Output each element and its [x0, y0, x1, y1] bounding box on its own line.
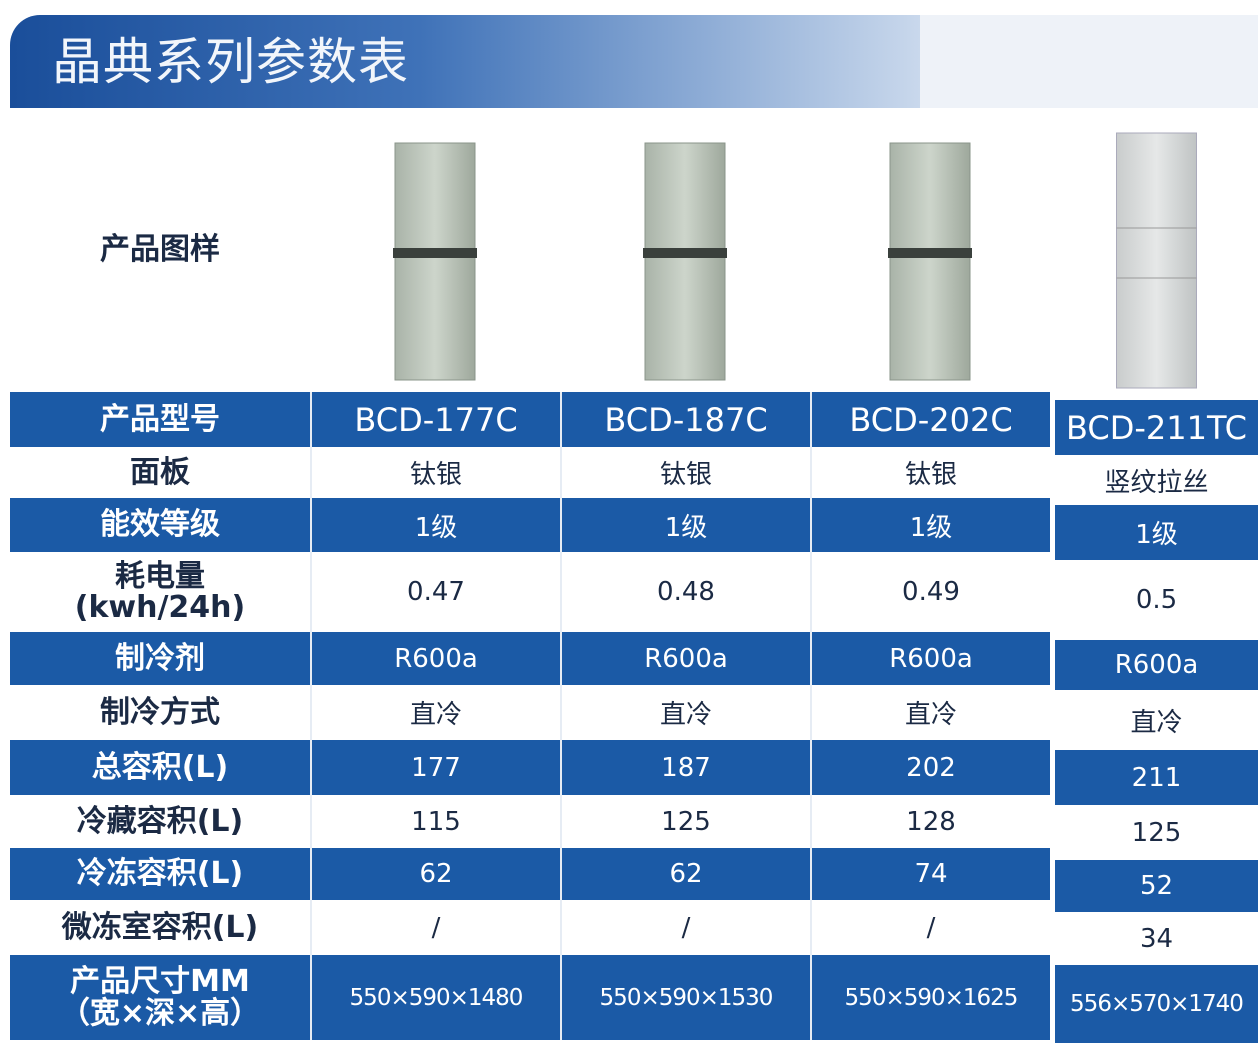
spec-value: R600a: [1055, 640, 1258, 690]
spec-value: 550×590×1530: [560, 955, 810, 1040]
spec-value: 128: [810, 795, 1050, 848]
spec-value: 34: [1055, 912, 1258, 965]
spec-value: 0.49: [810, 552, 1050, 632]
row-label: 能效等级: [10, 498, 310, 552]
spec-value: 钛银: [810, 447, 1050, 498]
spec-value: 550×590×1625: [810, 955, 1050, 1040]
spec-value: 556×570×1740: [1055, 965, 1258, 1043]
header-background: [920, 15, 1258, 108]
product-image: [393, 142, 477, 381]
model-name: BCD-177C: [310, 392, 560, 447]
row-label: 产品图样: [10, 108, 310, 392]
spec-value: 直冷: [810, 685, 1050, 740]
row-label: 面板: [10, 447, 310, 498]
spec-value: 125: [560, 795, 810, 848]
spec-value: 187: [560, 740, 810, 795]
spec-value: 钛银: [310, 447, 560, 498]
spec-value: 125: [1055, 805, 1258, 860]
spec-value: 1级: [310, 498, 560, 552]
spec-value: 62: [560, 848, 810, 900]
spec-value: 211: [1055, 750, 1258, 805]
row-label: 冷冻容积(L): [10, 848, 310, 900]
spec-value: 直冷: [560, 685, 810, 740]
row-label: 耗电量 (kwh/24h): [10, 552, 310, 632]
spec-value: 直冷: [310, 685, 560, 740]
title: 晶典系列参数表: [52, 33, 409, 91]
spec-value: 0.47: [310, 552, 560, 632]
spec-value: 0.5: [1055, 560, 1258, 640]
spec-value: 1级: [1055, 505, 1258, 560]
spec-value: R600a: [310, 632, 560, 685]
spec-value: 550×590×1480: [310, 955, 560, 1040]
spec-value: 0.48: [560, 552, 810, 632]
product-image: [643, 142, 727, 381]
row-label: 制冷剂: [10, 632, 310, 685]
spec-value: 74: [810, 848, 1050, 900]
spec-value: 202: [810, 740, 1050, 795]
row-label: 总容积(L): [10, 740, 310, 795]
spec-value: 177: [310, 740, 560, 795]
product-image: [888, 142, 972, 381]
row-label: 微冻室容积(L): [10, 900, 310, 955]
model-name: BCD-202C: [810, 392, 1050, 447]
spec-value: R600a: [560, 632, 810, 685]
spec-value: /: [310, 900, 560, 955]
spec-value: 竖纹拉丝: [1055, 455, 1258, 505]
spec-value: 52: [1055, 860, 1258, 912]
spec-value: 62: [310, 848, 560, 900]
spec-value: 直冷: [1055, 690, 1258, 750]
spec-value: 钛银: [560, 447, 810, 498]
spec-value: R600a: [810, 632, 1050, 685]
row-label: 产品型号: [10, 392, 310, 447]
model-name: BCD-187C: [560, 392, 810, 447]
model-name: BCD-211TC: [1055, 400, 1258, 455]
spec-value: 1级: [810, 498, 1050, 552]
spec-value: 115: [310, 795, 560, 848]
product-image: [1116, 132, 1197, 389]
row-label: 产品尺寸MM （宽×深×高）: [10, 955, 310, 1040]
spec-value: 1级: [560, 498, 810, 552]
title-banner: [10, 15, 920, 108]
spec-value: /: [810, 900, 1050, 955]
row-label: 制冷方式: [10, 685, 310, 740]
row-label: 冷藏容积(L): [10, 795, 310, 848]
spec-value: /: [560, 900, 810, 955]
